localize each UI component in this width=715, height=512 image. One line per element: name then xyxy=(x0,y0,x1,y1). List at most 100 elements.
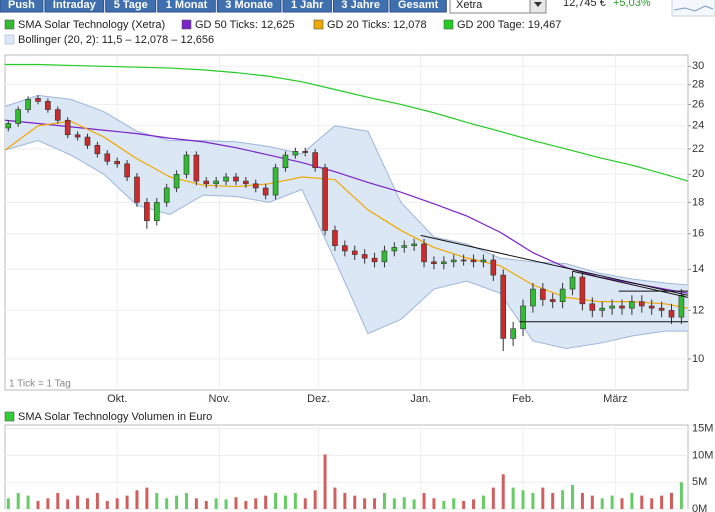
legend-label: Bollinger (20, 2): 11,5 – 12,078 – 12,65… xyxy=(18,34,214,46)
volume-bar xyxy=(551,492,555,509)
select-arrow[interactable] xyxy=(534,2,542,7)
toolbar-button-label[interactable]: 5 Tage xyxy=(114,0,148,11)
toolbar-button-label[interactable]: 3 Monate xyxy=(225,0,273,11)
volume-bar xyxy=(373,498,377,509)
legend-label: SMA Solar Technology (Xetra) xyxy=(18,19,165,31)
candle-body xyxy=(371,257,378,263)
volume-bar xyxy=(165,498,169,509)
toolbar-button-label[interactable]: 1 Monat xyxy=(166,0,208,11)
volume-bar xyxy=(283,495,287,509)
trendline xyxy=(572,270,689,298)
toolbar-button-label[interactable]: Intraday xyxy=(53,0,97,11)
candle-body xyxy=(351,250,358,255)
candle-body xyxy=(678,294,685,318)
volume-bar xyxy=(412,499,416,509)
legend-swatch xyxy=(313,19,324,30)
candle-body xyxy=(282,154,289,169)
volume-bar xyxy=(95,492,99,509)
candle-body xyxy=(193,154,200,182)
candle-body xyxy=(490,259,497,276)
volume-bar xyxy=(145,487,149,509)
toolbar-button[interactable] xyxy=(389,0,447,13)
candle-body xyxy=(302,151,309,153)
candle-body xyxy=(173,174,180,189)
candle-body xyxy=(94,145,101,155)
candle-body xyxy=(15,109,21,124)
candle-body xyxy=(74,134,81,138)
bollinger-band xyxy=(5,95,688,349)
volume-bar xyxy=(590,495,594,509)
toolbar-button[interactable] xyxy=(105,0,157,13)
y-tick-label: 18 xyxy=(692,196,704,208)
volume-bar xyxy=(303,498,307,509)
candle-body xyxy=(163,187,170,203)
x-tick-label: Jan. xyxy=(410,393,431,405)
toolbar-button[interactable] xyxy=(332,0,389,13)
toolbar-button-label[interactable]: 3 Jahre xyxy=(341,0,380,11)
volume-bar xyxy=(254,498,258,509)
y-tick-label: 22 xyxy=(692,143,704,155)
volume-bar xyxy=(531,492,535,509)
volume-bar xyxy=(640,495,644,509)
candle-body xyxy=(520,305,526,330)
candle-body xyxy=(391,247,398,252)
candle-body xyxy=(500,274,507,339)
y-tick-label: 10 xyxy=(692,353,704,365)
toolbar-button[interactable] xyxy=(216,0,282,13)
volume-bar xyxy=(323,454,327,509)
candle-body xyxy=(540,288,546,300)
volume-bar xyxy=(481,495,485,509)
candle-body xyxy=(203,180,210,185)
candle-body xyxy=(460,259,467,262)
thumbnail-line xyxy=(673,5,714,12)
volume-bar xyxy=(105,500,109,509)
exchange-select-value[interactable]: Xetra xyxy=(456,0,483,11)
candle-body xyxy=(243,180,249,185)
candle-body xyxy=(470,259,477,263)
toolbar-button-label[interactable]: 1 Jahr xyxy=(291,0,324,11)
candle-body xyxy=(233,176,239,182)
volume-plot-area xyxy=(4,424,689,510)
toolbar-button[interactable] xyxy=(282,0,332,13)
candle-body xyxy=(114,161,120,165)
volume-bar xyxy=(432,498,436,509)
volume-bar xyxy=(511,487,515,509)
volume-bar xyxy=(26,495,30,509)
y-tick-label: 24 xyxy=(692,120,704,132)
candle-body xyxy=(569,276,576,290)
y-tick-label: 14 xyxy=(692,263,704,275)
candle-body xyxy=(658,307,665,311)
volume-bar xyxy=(452,498,456,509)
toolbar-button[interactable] xyxy=(0,0,44,13)
legend-swatch xyxy=(181,19,192,30)
volume-bar xyxy=(175,495,179,509)
candle-body xyxy=(213,180,219,185)
candle-body xyxy=(124,163,130,178)
candle-body xyxy=(54,109,61,121)
volume-bar xyxy=(660,495,664,509)
toolbar-button[interactable] xyxy=(44,0,105,13)
candle-body xyxy=(332,230,338,246)
volume-bar xyxy=(85,498,89,509)
legend-swatch xyxy=(4,19,15,30)
volume-bar xyxy=(184,492,188,509)
volume-bar xyxy=(472,499,476,509)
volume-bar xyxy=(442,500,446,509)
toolbar-button-label[interactable]: Gesamt xyxy=(398,0,439,11)
y-tick-label: 5M xyxy=(692,476,707,488)
candle-body xyxy=(480,259,487,263)
volume-bar xyxy=(16,492,20,509)
toolbar-button[interactable] xyxy=(157,0,216,13)
toolbar-button-label[interactable]: Push xyxy=(8,0,35,11)
candle-body xyxy=(144,202,150,222)
x-tick-label: Feb. xyxy=(512,393,534,405)
candle-body xyxy=(134,176,140,203)
volume-bar xyxy=(491,487,495,509)
volume-bar xyxy=(353,495,357,509)
volume-bar xyxy=(293,492,297,509)
legend-label: GD 50 Ticks: 12,625 xyxy=(195,19,295,31)
price: 12,745 € xyxy=(563,0,606,9)
volume-bar xyxy=(620,498,624,509)
candle-body xyxy=(431,261,437,264)
